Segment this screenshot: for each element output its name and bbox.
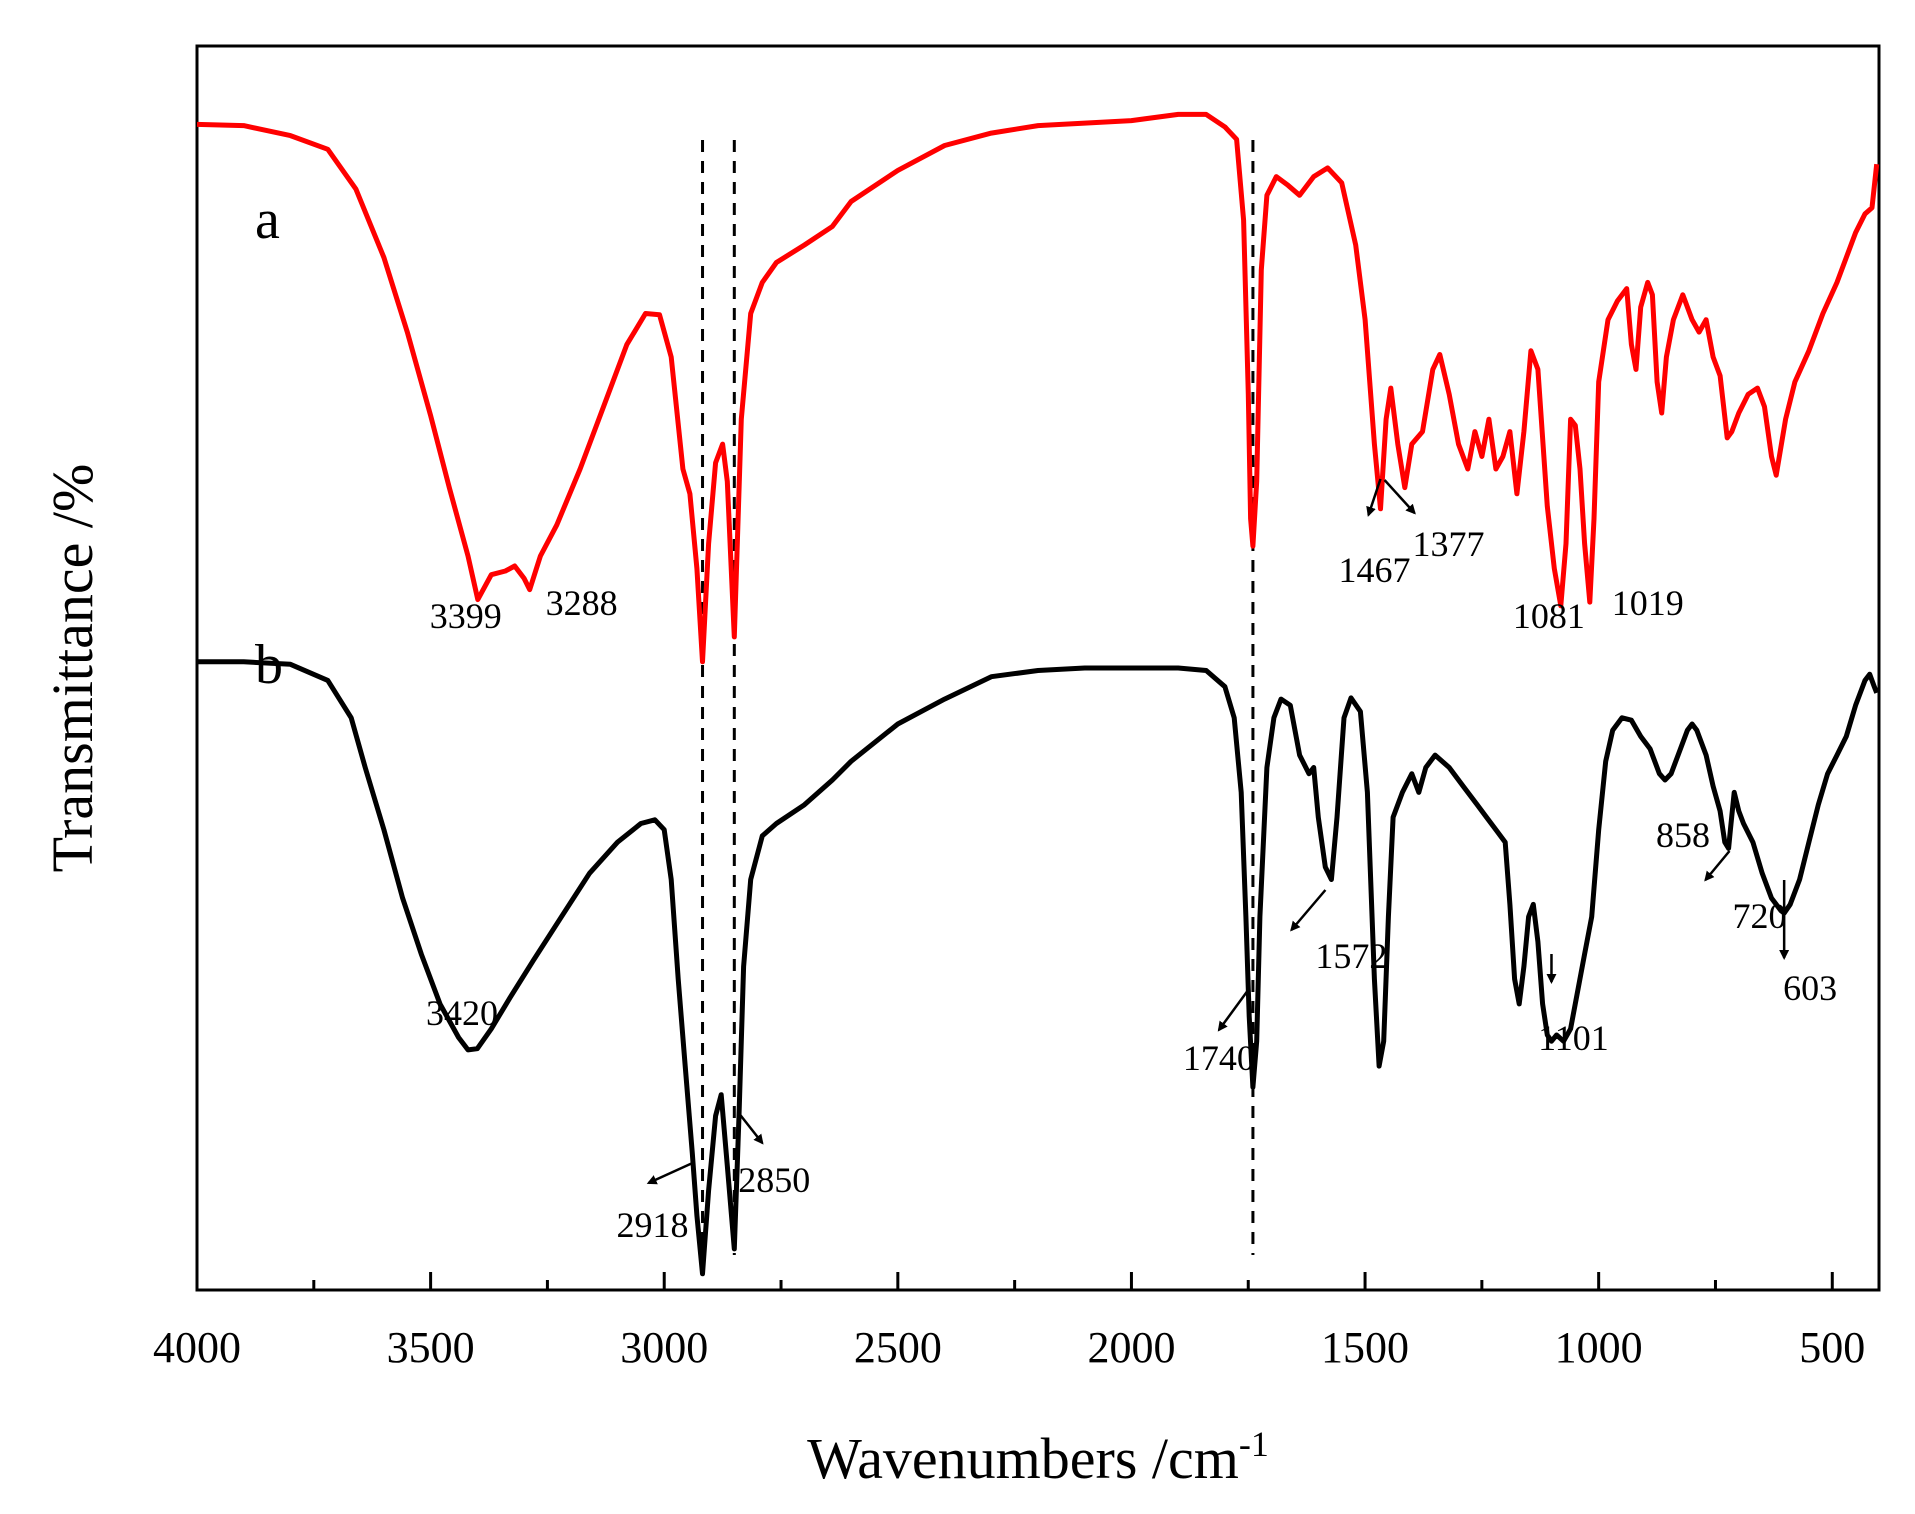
x-tick-label-1000: 1000: [1555, 1323, 1643, 1372]
annotation-arrow-1740: [1217, 988, 1250, 1032]
annotation-label-1467: 1467: [1338, 550, 1410, 590]
annotation-label-858: 858: [1656, 815, 1710, 855]
annotation-arrow-1377: [1383, 479, 1416, 515]
annotation-label-2918: 2918: [617, 1205, 689, 1245]
annotation-label-1740: 1740: [1183, 1038, 1255, 1078]
x-tick-label-3500: 3500: [387, 1323, 475, 1372]
annotation-arrow-1572: [1290, 889, 1327, 932]
x-tick-label-3000: 3000: [620, 1323, 708, 1372]
annotation-arrow-720: [1704, 850, 1731, 882]
x-tick-label-2500: 2500: [854, 1323, 942, 1372]
y-axis-title: Transmittance /%: [40, 464, 105, 873]
annotation-label-1377: 1377: [1413, 524, 1485, 564]
annotation-label-3420: 3420: [426, 993, 498, 1033]
reference-lines: [701, 140, 1255, 1255]
x-axis-ticks: 4000 3500 3000 2500 2000 1500 1000 500: [153, 1272, 1865, 1372]
annotation-label-1081: 1081: [1513, 596, 1585, 636]
x-tick-label-2000: 2000: [1087, 1323, 1175, 1372]
x-tick-label-1500: 1500: [1321, 1323, 1409, 1372]
series-line-a: [196, 111, 1880, 665]
annotation-label-720: 720: [1732, 896, 1786, 936]
annotation-arrow-2918: [646, 1161, 694, 1185]
annotation-label-1101: 1101: [1538, 1018, 1609, 1058]
x-axis-title-sup: -1: [1239, 1424, 1269, 1464]
annotation-label-2850: 2850: [738, 1160, 810, 1200]
x-axis-title: Wavenumbers /cm-1: [807, 1424, 1269, 1491]
x-tick-label-500: 500: [1799, 1323, 1865, 1372]
series-label-a: a: [255, 189, 280, 251]
annotation-label-3399: 3399: [430, 596, 502, 636]
series-line-b: [197, 659, 1880, 1277]
annotation-label-1572: 1572: [1315, 936, 1387, 976]
series-label-b: b: [255, 634, 283, 696]
annotation-label-603: 603: [1783, 968, 1837, 1008]
annotation-label-3288: 3288: [546, 583, 618, 623]
plot-frame: [195, 44, 1881, 1292]
series-layer: [196, 111, 1880, 1277]
x-axis-title-text: Wavenumbers /cm: [807, 1426, 1239, 1491]
annotation-label-1019: 1019: [1612, 583, 1684, 623]
x-tick-label-4000: 4000: [153, 1323, 241, 1372]
annotation-arrow-1467: [1366, 478, 1382, 517]
annotation-arrow-2850: [739, 1114, 764, 1145]
